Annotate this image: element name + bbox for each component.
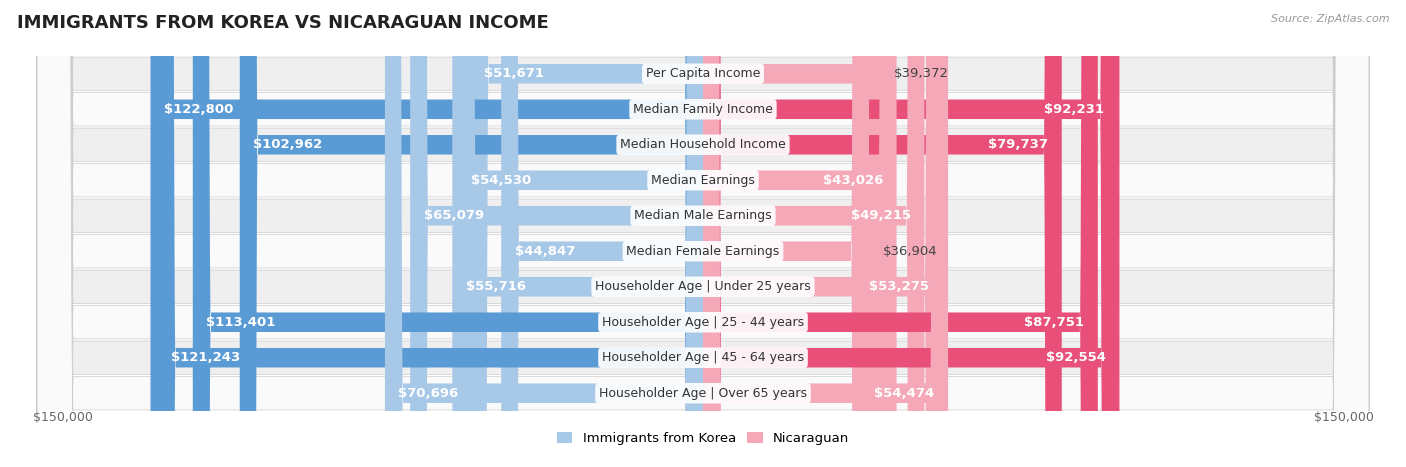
FancyBboxPatch shape [37,0,1369,467]
FancyBboxPatch shape [703,0,897,467]
FancyBboxPatch shape [385,0,703,467]
Text: $44,847: $44,847 [515,245,575,258]
Text: $92,554: $92,554 [1046,351,1107,364]
FancyBboxPatch shape [150,0,703,467]
Text: Source: ZipAtlas.com: Source: ZipAtlas.com [1271,14,1389,24]
FancyBboxPatch shape [703,0,948,467]
Text: Median Household Income: Median Household Income [620,138,786,151]
FancyBboxPatch shape [703,0,942,467]
Text: $87,751: $87,751 [1025,316,1084,329]
Text: $65,079: $65,079 [423,209,484,222]
Text: IMMIGRANTS FROM KOREA VS NICARAGUAN INCOME: IMMIGRANTS FROM KOREA VS NICARAGUAN INCO… [17,14,548,32]
Text: $53,275: $53,275 [869,280,929,293]
FancyBboxPatch shape [703,0,869,467]
Text: $79,737: $79,737 [988,138,1049,151]
Text: $113,401: $113,401 [207,316,276,329]
Text: $54,474: $54,474 [875,387,935,400]
FancyBboxPatch shape [37,0,1369,467]
FancyBboxPatch shape [240,0,703,467]
FancyBboxPatch shape [703,0,1119,467]
Text: $122,800: $122,800 [165,103,233,116]
FancyBboxPatch shape [157,0,703,467]
FancyBboxPatch shape [453,0,703,467]
Text: $43,026: $43,026 [823,174,883,187]
Text: $150,000: $150,000 [1313,411,1374,424]
Text: Median Earnings: Median Earnings [651,174,755,187]
FancyBboxPatch shape [458,0,703,467]
FancyBboxPatch shape [37,0,1369,467]
Text: $49,215: $49,215 [851,209,911,222]
FancyBboxPatch shape [471,0,703,467]
Text: Median Family Income: Median Family Income [633,103,773,116]
Text: Householder Age | 25 - 44 years: Householder Age | 25 - 44 years [602,316,804,329]
FancyBboxPatch shape [703,0,924,467]
FancyBboxPatch shape [501,0,703,467]
Text: Householder Age | Under 25 years: Householder Age | Under 25 years [595,280,811,293]
Text: $150,000: $150,000 [32,411,93,424]
FancyBboxPatch shape [37,0,1369,467]
Text: $54,530: $54,530 [471,174,531,187]
FancyBboxPatch shape [37,0,1369,467]
FancyBboxPatch shape [703,0,1062,467]
Text: $70,696: $70,696 [398,387,458,400]
FancyBboxPatch shape [37,0,1369,467]
Text: Per Capita Income: Per Capita Income [645,67,761,80]
Text: $51,671: $51,671 [484,67,544,80]
Text: $36,904: $36,904 [883,245,938,258]
FancyBboxPatch shape [37,0,1369,467]
Text: Householder Age | 45 - 64 years: Householder Age | 45 - 64 years [602,351,804,364]
Text: $102,962: $102,962 [253,138,322,151]
FancyBboxPatch shape [37,0,1369,467]
FancyBboxPatch shape [703,0,1118,467]
Legend: Immigrants from Korea, Nicaraguan: Immigrants from Korea, Nicaraguan [551,427,855,451]
Text: Median Female Earnings: Median Female Earnings [627,245,779,258]
FancyBboxPatch shape [703,0,1098,467]
Text: Median Male Earnings: Median Male Earnings [634,209,772,222]
FancyBboxPatch shape [37,0,1369,467]
Text: $55,716: $55,716 [465,280,526,293]
FancyBboxPatch shape [411,0,703,467]
Text: $92,231: $92,231 [1045,103,1105,116]
Text: $121,243: $121,243 [172,351,240,364]
FancyBboxPatch shape [37,0,1369,467]
Text: $39,372: $39,372 [894,67,949,80]
Text: Householder Age | Over 65 years: Householder Age | Over 65 years [599,387,807,400]
FancyBboxPatch shape [703,0,880,467]
FancyBboxPatch shape [193,0,703,467]
